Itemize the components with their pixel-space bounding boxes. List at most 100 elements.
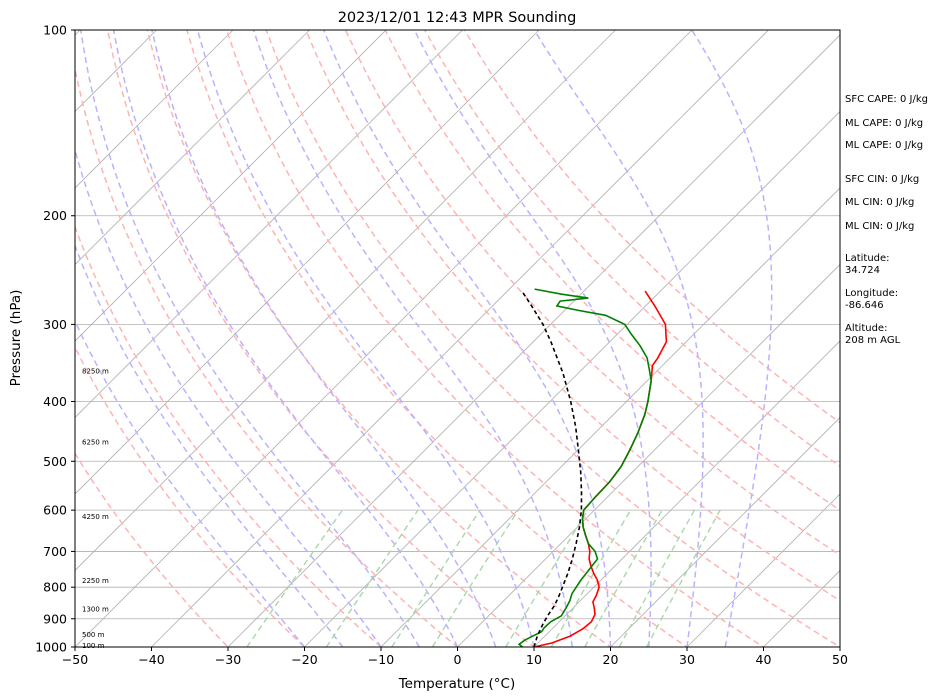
ml-cin-text: ML CIN: 0 J/kg: [845, 197, 914, 208]
profile-lines: [517, 288, 668, 647]
moist-adiabat: [323, 30, 612, 647]
y-tick-label: 200: [43, 208, 67, 223]
moist-adiabat: [413, 30, 652, 647]
x-tick-label: 20: [603, 652, 619, 667]
background-lines: [0, 30, 840, 647]
isotherm-line: [75, 30, 234, 189]
isotherm-line: [75, 30, 463, 419]
dry-adiabat: [75, 224, 383, 647]
height-label: 100 m: [82, 642, 105, 650]
isotherm-line: [75, 30, 310, 266]
y-tick-label: 900: [43, 611, 67, 626]
moist-adiabat: [79, 30, 420, 647]
dry-adiabat: [305, 30, 840, 602]
sounding-info-panel: SFC CAPE: 0 J/kg ML CAPE: 0 J/kg ML CAPE…: [845, 94, 928, 346]
temperature-line: [533, 290, 668, 647]
ml-cin-text-2: ML CIN: 0 J/kg: [845, 221, 914, 232]
dry-adiabat: [463, 30, 840, 424]
chart-title: 2023/12/01 12:43 MPR Sounding: [338, 10, 577, 26]
moist-adiabat: [196, 30, 535, 647]
y-axis: 100 200 300 400 500 600 700 800 900 1000: [35, 23, 75, 655]
y-tick-label: 500: [43, 454, 67, 469]
mixing-ratio-line: [431, 509, 519, 647]
altitude-value: 208 m AGL: [845, 335, 901, 346]
isotherm-line: [457, 263, 840, 647]
moist-adiabat: [691, 30, 773, 647]
moist-adiabat: [112, 30, 459, 647]
x-tick-label: −20: [291, 652, 317, 667]
height-label: 6250 m: [82, 438, 109, 446]
dry-adiabat: [75, 345, 306, 647]
isotherm-line: [75, 30, 693, 647]
x-axis: −50 −40 −30 −20 −10 0 10 20 30 40 50: [62, 647, 848, 667]
plot-frame: [74, 29, 841, 648]
moist-adiabat: [75, 243, 344, 647]
mixing-ratio-line: [505, 509, 589, 647]
x-tick-label: 40: [756, 652, 772, 667]
mixing-ratio-line: [618, 509, 696, 647]
x-tick-label: −10: [368, 652, 394, 667]
y-tick-label: 100: [43, 23, 67, 38]
dry-adiabat: [186, 30, 689, 647]
y-tick-label: 400: [43, 394, 67, 409]
dry-adiabat: [384, 30, 840, 512]
height-label: 8250 m: [82, 367, 109, 375]
latitude-label: Latitude:: [845, 253, 890, 264]
x-tick-label: −30: [215, 652, 241, 667]
latitude-value: 34.724: [845, 265, 880, 276]
sfc-cape-text: SFC CAPE: 0 J/kg: [845, 94, 928, 105]
dry-adiabat: [265, 30, 840, 647]
y-tick-label: 800: [43, 580, 67, 595]
x-tick-label: 10: [526, 652, 542, 667]
y-tick-label: 300: [43, 317, 67, 332]
x-tick-label: −40: [138, 652, 164, 667]
isotherm-line: [75, 30, 540, 495]
ml-cape-text: ML CAPE: 0 J/kg: [845, 118, 923, 129]
mixing-ratio-line: [325, 509, 419, 647]
ml-cape-text-2: ML CAPE: 0 J/kg: [845, 140, 923, 151]
moist-adiabat: [151, 30, 497, 647]
x-tick-label: 50: [832, 652, 848, 667]
dry-adiabat: [106, 30, 536, 647]
dry-adiabat: [75, 451, 230, 647]
y-axis-label: Pressure (hPa): [8, 290, 24, 387]
isotherm-line: [227, 34, 840, 647]
mixing-ratio-line: [391, 509, 481, 647]
mixing-ratio-line: [246, 509, 344, 647]
isotherm-line: [380, 187, 840, 647]
mixing-ratio-line: [645, 509, 721, 647]
longitude-value: -86.646: [845, 300, 884, 311]
height-label: 500 m: [82, 631, 105, 639]
moist-adiabat: [75, 147, 382, 647]
height-labels: 100 m 500 m 1300 m 2250 m 4250 m 6250 m 8250 m: [82, 367, 109, 650]
isotherm-line: [75, 30, 616, 572]
x-tick-label: 0: [454, 652, 462, 667]
height-label: 2250 m: [82, 577, 109, 585]
dry-adiabat: [424, 30, 840, 468]
isotherm-line: [610, 416, 840, 647]
longitude-label: Longitude:: [845, 288, 898, 299]
moist-adiabat: [252, 30, 574, 647]
isotherm-line: [304, 110, 840, 647]
moist-adiabat: [533, 30, 704, 647]
height-label: 1300 m: [82, 606, 109, 614]
isotherm-line: [686, 493, 840, 647]
y-tick-label: 600: [43, 503, 67, 518]
dry-adiabat: [344, 30, 840, 556]
height-label: 4250 m: [82, 513, 109, 521]
isotherm-line: [75, 30, 387, 342]
isotherm-line: [0, 30, 4, 647]
x-axis-label: Temperature (°C): [398, 676, 516, 692]
dewpoint-line: [517, 288, 653, 647]
y-tick-label: 700: [43, 544, 67, 559]
altitude-label: Altitude:: [845, 323, 887, 334]
isotherm-line: [533, 340, 840, 647]
mixing-ratio-line: [550, 509, 632, 647]
parcel-line: [521, 290, 583, 647]
isotherm-line: [151, 30, 769, 647]
dry-adiabat: [225, 30, 765, 647]
mixing-ratio-line: [584, 509, 663, 647]
x-tick-label: −50: [62, 652, 88, 667]
x-tick-label: 30: [679, 652, 695, 667]
